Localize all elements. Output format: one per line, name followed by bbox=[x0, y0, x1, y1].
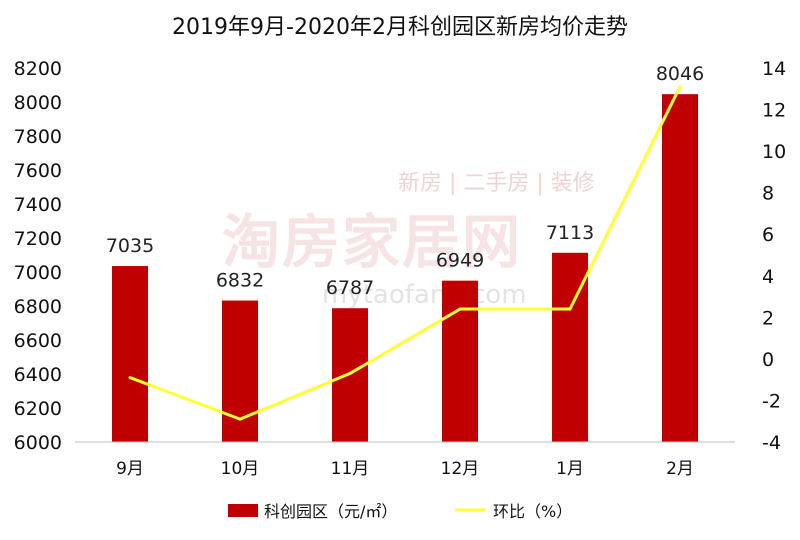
left-axis-tick-label: 7600 bbox=[14, 160, 62, 182]
right-axis-tick-label: -4 bbox=[762, 432, 781, 454]
bar bbox=[442, 280, 478, 442]
legend: 科创园区（元/㎡） 环比（%） bbox=[228, 502, 572, 521]
legend-line-label: 环比（%） bbox=[493, 502, 572, 521]
watermark-logo: 淘房家居网 bbox=[222, 208, 522, 276]
line-point bbox=[348, 371, 352, 375]
x-axis-category-label: 1月 bbox=[556, 459, 584, 479]
line-series bbox=[128, 85, 682, 421]
line-point bbox=[678, 85, 682, 89]
chart-title: 2019年9月-2020年2月科创园区新房均价走势 bbox=[172, 15, 628, 40]
bar-data-labels: 7035 6832 6787 6949 7113 8046 bbox=[106, 63, 704, 299]
right-axis-tick-label: 0 bbox=[762, 349, 774, 371]
right-axis-tick-label: 10 bbox=[762, 141, 786, 163]
bar bbox=[112, 266, 148, 442]
right-axis-tick-label: -2 bbox=[762, 390, 781, 412]
left-axis-tick-label: 8000 bbox=[14, 92, 62, 114]
left-axis-tick-label: 7000 bbox=[14, 262, 62, 284]
bar bbox=[222, 300, 258, 442]
bar-data-label: 6949 bbox=[436, 250, 484, 272]
line-point bbox=[128, 376, 132, 380]
left-axis-tick-label: 8200 bbox=[14, 58, 62, 80]
left-axis: 6000 6200 6400 6600 6800 7000 7200 7400 7600 7800… bbox=[14, 58, 62, 454]
x-axis-category-label: 12月 bbox=[441, 459, 480, 479]
line-point bbox=[568, 307, 572, 311]
line-point bbox=[458, 307, 462, 311]
right-axis-tick-label: 14 bbox=[762, 58, 786, 80]
line-series-path bbox=[129, 86, 682, 421]
bar-data-label: 6832 bbox=[216, 270, 264, 292]
left-axis-tick-label: 7800 bbox=[14, 126, 62, 148]
right-axis-tick-label: 2 bbox=[762, 307, 774, 329]
bar-data-label: 7113 bbox=[546, 222, 594, 244]
x-axis-category-label: 2月 bbox=[666, 459, 694, 479]
watermark-subtitle: 新房 | 二手房 | 装修 bbox=[398, 171, 595, 196]
right-axis-tick-label: 8 bbox=[762, 183, 774, 205]
right-axis-tick-label: 12 bbox=[762, 100, 786, 122]
bar-series bbox=[112, 94, 698, 443]
legend-bar-label: 科创园区（元/㎡） bbox=[264, 502, 397, 521]
right-axis-tick-label: 4 bbox=[762, 266, 774, 288]
x-axis-category-label: 11月 bbox=[331, 459, 370, 479]
left-axis-tick-label: 7200 bbox=[14, 228, 62, 250]
right-axis-tick-label: 6 bbox=[762, 224, 774, 246]
left-axis-tick-label: 7400 bbox=[14, 194, 62, 216]
left-axis-tick-label: 6200 bbox=[14, 398, 62, 420]
left-axis-tick-label: 6800 bbox=[14, 296, 62, 318]
bar-data-label: 8046 bbox=[656, 63, 704, 85]
line-point bbox=[238, 417, 242, 421]
left-axis-tick-label: 6600 bbox=[14, 330, 62, 352]
right-axis: -4 -2 0 2 4 6 8 10 12 14 bbox=[762, 58, 786, 454]
watermark: 淘房家居网 新房 | 二手房 | 装修 mytaofang.com bbox=[222, 171, 595, 310]
bar-data-label: 7035 bbox=[106, 235, 154, 257]
x-axis-category-label: 10月 bbox=[221, 459, 260, 479]
bar-data-label: 6787 bbox=[326, 277, 374, 299]
bar bbox=[332, 308, 368, 442]
x-axis: 9月 10月 11月 12月 1月 2月 bbox=[75, 441, 735, 479]
left-axis-tick-label: 6400 bbox=[14, 364, 62, 386]
left-axis-tick-label: 6000 bbox=[14, 432, 62, 454]
bar bbox=[662, 94, 698, 443]
watermark-url: mytaofang.com bbox=[322, 280, 527, 310]
x-axis-category-label: 9月 bbox=[116, 459, 144, 479]
legend-bar-swatch bbox=[228, 504, 258, 517]
